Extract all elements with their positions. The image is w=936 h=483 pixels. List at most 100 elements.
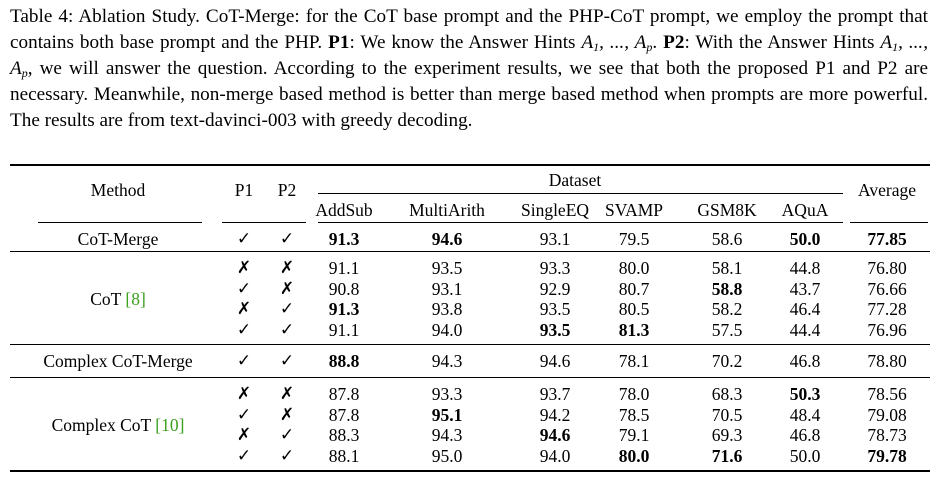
cell-aqua: 50.0 <box>789 229 821 249</box>
header-average: Average <box>858 180 916 200</box>
cell-average: 79.08 <box>867 404 907 425</box>
p1-mark: ✓ <box>236 319 252 339</box>
method-name: Complex CoT <box>51 415 151 435</box>
caption-p1-label: P1 <box>328 32 350 53</box>
p1-mark: ✓ <box>236 278 252 298</box>
header-underline <box>38 222 202 223</box>
p2-mark: ✓ <box>279 351 295 370</box>
cell-gsm8k: 71.6 <box>711 445 743 466</box>
cell-aqua: 44.4 <box>789 319 821 340</box>
cell-addsub: 91.1 <box>328 319 360 340</box>
cell-average: 79.78 <box>867 445 907 466</box>
cell-aqua: 46.8 <box>789 425 821 445</box>
citation-link[interactable]: [10] <box>155 415 185 435</box>
bottom-rule <box>10 470 930 472</box>
cell-multiarith: 94.3 <box>431 351 463 371</box>
cell-aqua: 43.7 <box>789 278 821 299</box>
cell-gsm8k: 58.1 <box>711 258 743 278</box>
cell-multiarith: 95.1 <box>431 404 463 425</box>
caption-p1-end: . <box>652 32 658 53</box>
p1-mark: ✗ <box>236 258 252 277</box>
cell-addsub: 91.3 <box>328 299 360 319</box>
cell-svamp: 80.0 <box>618 445 650 466</box>
header-dataset-gsm8k: GSM8K <box>697 200 757 220</box>
p1-mark: ✓ <box>236 229 252 248</box>
cell-addsub: 90.8 <box>328 278 360 299</box>
cell-multiarith: 93.3 <box>431 384 463 404</box>
p2-mark: ✗ <box>279 278 295 298</box>
cell-multiarith: 94.0 <box>431 319 463 340</box>
caption-p2-text: : With the Answer Hints <box>684 32 875 53</box>
p1-mark: ✓ <box>236 351 252 370</box>
cell-svamp: 78.0 <box>618 384 650 404</box>
cell-svamp: 79.5 <box>618 229 650 249</box>
cell-gsm8k: 68.3 <box>711 384 743 404</box>
p2-mark: ✓ <box>279 299 295 318</box>
cell-singleeq: 93.7 <box>539 384 571 404</box>
p1-mark: ✓ <box>236 445 252 465</box>
cell-average: 78.80 <box>867 351 907 371</box>
caption-p1-math: A1, ..., Ap <box>581 32 653 54</box>
caption-p2-rest: , we will answer the question. According… <box>10 58 928 131</box>
p1-mark: ✗ <box>236 425 252 444</box>
cell-addsub: 88.3 <box>328 425 360 445</box>
method-cot: CoT [8] <box>90 289 146 309</box>
cell-svamp: 79.1 <box>618 425 650 445</box>
cell-svamp: 81.3 <box>618 319 650 340</box>
cell-average: 76.96 <box>867 319 907 340</box>
p1-mark: ✗ <box>236 384 252 403</box>
cell-addsub: 88.1 <box>328 445 360 466</box>
method-cot-merge: CoT-Merge <box>78 229 159 249</box>
header-method: Method <box>90 180 146 200</box>
cell-svamp: 80.5 <box>618 299 650 319</box>
header-dataset-multiarith: MultiArith <box>409 200 485 220</box>
citation-link[interactable]: [8] <box>125 289 146 309</box>
p2-mark: ✓ <box>279 425 295 444</box>
cell-average: 78.73 <box>867 425 907 445</box>
cell-aqua: 46.8 <box>789 351 821 371</box>
caption-p2-label: P2 <box>663 32 685 53</box>
cell-average: 76.80 <box>867 258 907 278</box>
method-complex-cot-merge: Complex CoT-Merge <box>43 351 192 371</box>
group-separator-rule <box>10 344 930 345</box>
p2-mark: ✓ <box>279 229 295 248</box>
p2-mark: ✗ <box>279 384 295 403</box>
cell-singleeq: 94.2 <box>539 404 571 425</box>
cell-singleeq: 92.9 <box>539 278 571 299</box>
cell-svamp: 80.0 <box>618 258 650 278</box>
header-dataset-addsub: AddSub <box>315 200 373 220</box>
cell-gsm8k: 58.8 <box>711 278 743 299</box>
cell-average: 77.85 <box>867 229 907 249</box>
cell-gsm8k: 70.5 <box>711 404 743 425</box>
p1-mark: ✓ <box>236 404 252 424</box>
cell-aqua: 44.8 <box>789 258 821 278</box>
header-dataset-svamp: SVAMP <box>604 200 664 220</box>
cell-multiarith: 93.5 <box>431 258 463 278</box>
cell-addsub: 87.8 <box>328 384 360 404</box>
cell-svamp: 80.7 <box>618 278 650 299</box>
cell-multiarith: 93.1 <box>431 278 463 299</box>
header-dataset-aqua: AQuA <box>781 200 829 220</box>
cell-addsub: 87.8 <box>328 404 360 425</box>
cell-average: 77.28 <box>867 299 907 319</box>
top-rule <box>10 164 930 166</box>
p2-mark: ✓ <box>279 445 295 465</box>
cell-gsm8k: 70.2 <box>711 351 743 371</box>
caption-lead: Table 4: Ablation Study. CoT-Merge: for … <box>10 6 928 53</box>
header-bottom-rule <box>318 222 843 223</box>
cell-multiarith: 95.0 <box>431 445 463 466</box>
cell-aqua: 50.3 <box>789 384 821 404</box>
header-p2: P2 <box>277 180 297 200</box>
header-dataset-singleeq: SingleEQ <box>520 200 590 220</box>
cell-svamp: 78.5 <box>618 404 650 425</box>
cell-aqua: 50.0 <box>789 445 821 466</box>
cell-average: 76.66 <box>867 278 907 299</box>
cell-gsm8k: 69.3 <box>711 425 743 445</box>
cell-singleeq: 93.3 <box>539 258 571 278</box>
cell-gsm8k: 58.2 <box>711 299 743 319</box>
group-separator-rule <box>10 251 930 252</box>
cell-addsub: 91.3 <box>328 229 360 249</box>
p2-mark: ✓ <box>279 319 295 339</box>
header-underline <box>222 222 268 223</box>
caption-p1-text: : We know the Answer Hints <box>349 32 576 53</box>
